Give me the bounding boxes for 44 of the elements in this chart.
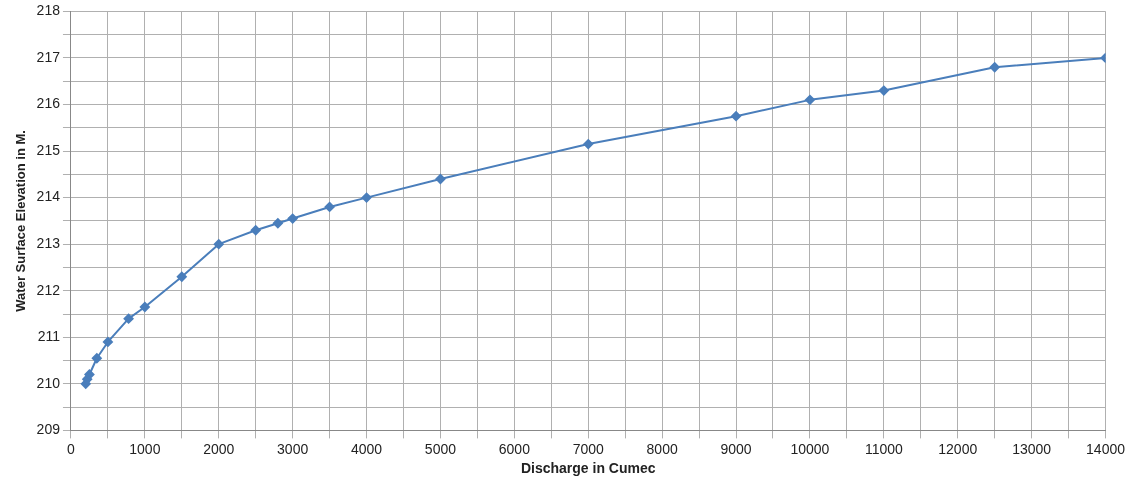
x-tick-label: 6000	[498, 440, 531, 457]
point	[139, 302, 150, 313]
x-tick-label: 1000	[129, 440, 161, 457]
point	[272, 218, 283, 229]
y-tick-label: 212	[36, 281, 61, 298]
point	[213, 239, 224, 250]
x-tick-label: 14000	[1086, 440, 1126, 457]
x-tick-label: 0	[67, 440, 76, 457]
x-tick-label: 4000	[350, 440, 383, 457]
y-tick-label: 218	[36, 2, 61, 19]
y-tick-label: 217	[36, 48, 61, 65]
point	[583, 139, 594, 150]
x-axis-title: Discharge in Cumec	[520, 460, 656, 477]
y-tick-label: 209	[36, 421, 61, 438]
y-tick-label: 211	[37, 328, 61, 345]
x-tick-label: 9000	[720, 440, 752, 457]
x-tick-label: 2000	[203, 440, 235, 457]
point	[435, 174, 446, 184]
y-tick-label: 215	[36, 141, 61, 158]
point	[250, 225, 261, 236]
x-tick-label: 7000	[572, 440, 605, 457]
y-tick-label: 214	[36, 188, 61, 205]
point	[804, 94, 815, 105]
point	[287, 213, 298, 224]
y-tick-label: 213	[36, 235, 61, 252]
x-tick-label: 3000	[277, 440, 309, 457]
point	[176, 271, 187, 282]
x-tick-label: 12000	[938, 440, 978, 457]
x-tick-label: 10000	[790, 440, 830, 457]
point	[123, 313, 134, 324]
x-tick-label: 11000	[864, 440, 903, 457]
y-tick-label: 216	[36, 95, 61, 112]
y-tick-label: 210	[36, 374, 61, 391]
point	[91, 353, 102, 364]
point	[989, 62, 1000, 73]
point	[361, 192, 372, 203]
point	[324, 201, 335, 212]
y-axis-title: Water Surface Elevation in M.	[13, 130, 29, 312]
point	[102, 336, 113, 347]
point	[731, 111, 742, 122]
x-tick-label: 13000	[1012, 440, 1052, 457]
point	[878, 85, 889, 96]
x-tick-label: 8000	[646, 440, 678, 457]
x-tick-label: 5000	[424, 440, 457, 457]
